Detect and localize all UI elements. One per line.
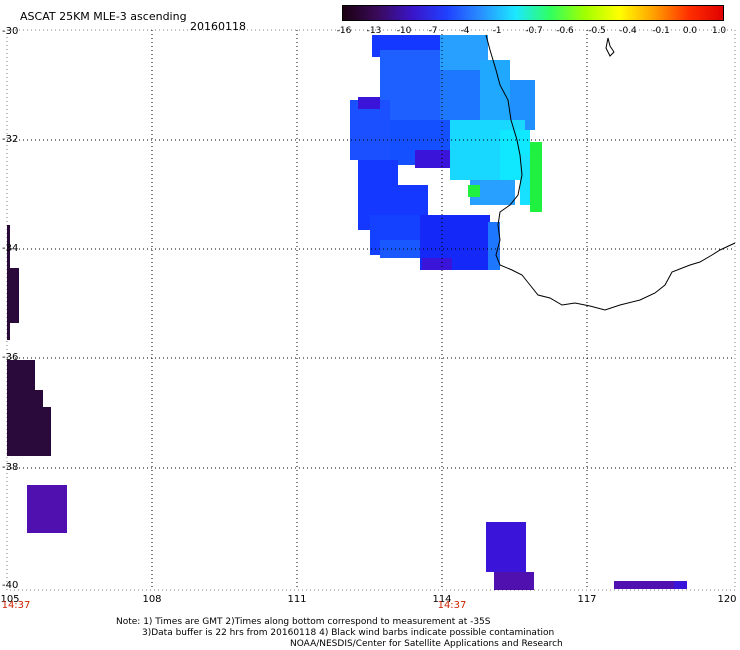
- colorbar-label: -0.6: [556, 26, 574, 36]
- note-line-1: Note: 1) Times are GMT 2)Times along bot…: [116, 617, 491, 627]
- x-label: 111: [287, 594, 307, 605]
- colorbar-label: -0.7: [525, 26, 543, 36]
- data-cell: [486, 522, 526, 572]
- colorbar-label: -0.1: [652, 26, 670, 36]
- colorbar-label: 1.0: [711, 26, 727, 36]
- time-label: 14:37: [437, 600, 467, 611]
- data-cell: [27, 485, 67, 533]
- x-label: 114: [432, 594, 452, 605]
- data-cell: [614, 581, 674, 589]
- x-label: 105: [0, 594, 20, 605]
- data-cell: [35, 390, 43, 456]
- map-title: ASCAT 25KM MLE-3 ascending: [20, 10, 187, 23]
- y-label: -30: [2, 26, 19, 37]
- wind-data-cells: [7, 35, 687, 590]
- note-line-3: NOAA/NESDIS/Center for Satellite Applica…: [290, 639, 563, 649]
- colorbar-label: -0.4: [619, 26, 637, 36]
- x-label: 120: [717, 594, 737, 605]
- colorbar-label: -0.5: [588, 26, 606, 36]
- y-label: -34: [2, 243, 19, 254]
- data-cell: [7, 268, 19, 323]
- colorbar: [342, 5, 724, 21]
- colorbar-label: -4: [460, 26, 470, 36]
- colorbar-label: -7: [428, 26, 438, 36]
- x-label: 117: [577, 594, 597, 605]
- data-cell: [440, 70, 480, 125]
- data-cell: [422, 258, 452, 270]
- data-cell: [350, 100, 390, 160]
- data-cell: [415, 150, 450, 168]
- time-label: 14:37: [1, 600, 31, 611]
- data-cell: [358, 97, 380, 109]
- gridlines: [7, 30, 735, 590]
- data-cell: [7, 360, 35, 456]
- y-label: -32: [2, 134, 19, 145]
- x-label: 108: [142, 594, 162, 605]
- y-label: -36: [2, 352, 19, 363]
- data-cell: [43, 407, 51, 456]
- colorbar-label: -13: [366, 26, 382, 36]
- data-cell: [530, 142, 542, 212]
- colorbar-label: -16: [336, 26, 352, 36]
- note-line-2: 3)Data buffer is 22 hrs from 20160118 4)…: [142, 628, 555, 638]
- colorbar-label: 0.0: [682, 26, 698, 36]
- data-cell: [674, 581, 687, 589]
- data-cell: [468, 185, 480, 197]
- colorbar-label: -1: [492, 26, 502, 36]
- y-label: -40: [2, 580, 19, 591]
- coastline: [485, 34, 736, 311]
- map-frame: [6, 29, 736, 591]
- coastline-inlet: [605, 37, 615, 57]
- data-cell: [494, 572, 534, 590]
- colorbar-label: -10: [396, 26, 412, 36]
- data-cell: [380, 240, 430, 258]
- y-label: -38: [2, 462, 19, 473]
- data-cell: [520, 155, 530, 205]
